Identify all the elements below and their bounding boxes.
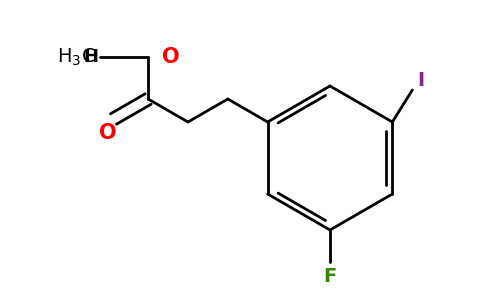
Text: H: H (85, 48, 98, 66)
Text: $\mathregular{H_3C}$: $\mathregular{H_3C}$ (58, 46, 96, 68)
Text: H: H (83, 48, 98, 66)
Text: F: F (323, 266, 337, 286)
Text: I: I (417, 70, 424, 89)
Text: H: H (85, 48, 98, 66)
Text: O: O (99, 123, 116, 143)
Text: O: O (162, 47, 180, 67)
